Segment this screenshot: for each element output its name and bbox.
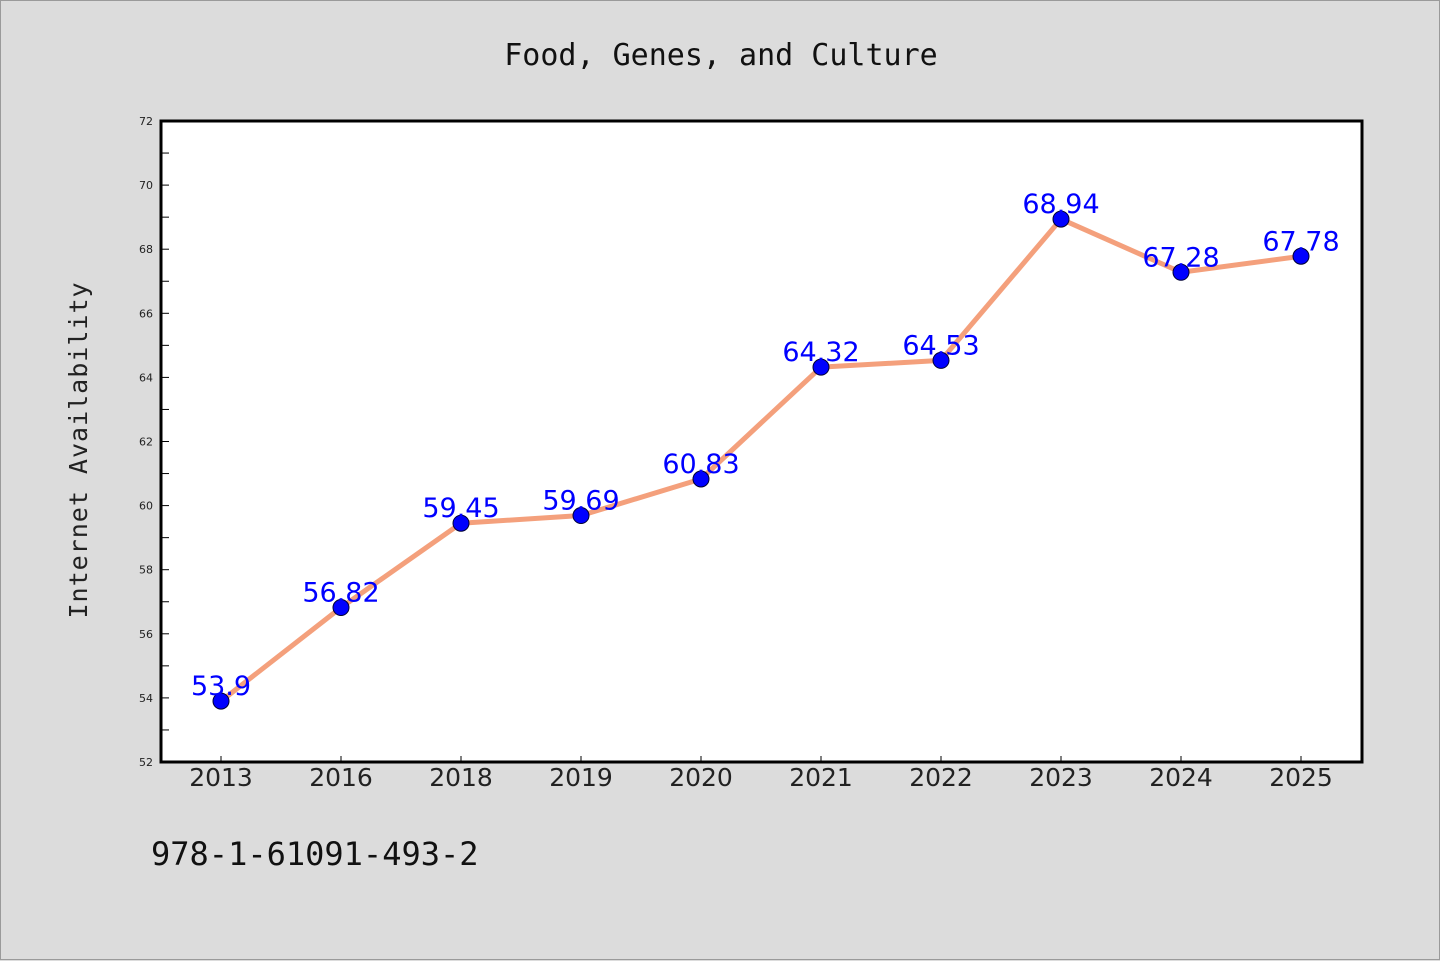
data-point — [212, 692, 230, 710]
y-tick-label: 72 — [139, 115, 153, 128]
data-label: 60.83 — [662, 449, 739, 480]
x-tick-label: 2018 — [429, 763, 493, 792]
y-tick-label: 64 — [139, 371, 153, 384]
x-tick-label: 2021 — [789, 763, 853, 792]
data-point — [932, 351, 950, 369]
y-tick-label: 70 — [139, 179, 153, 192]
data-label: 53.9 — [191, 671, 251, 702]
x-tick-label: 2016 — [309, 763, 373, 792]
data-point — [332, 599, 350, 617]
data-label: 59.45 — [422, 493, 499, 524]
y-tick-label: 54 — [139, 692, 153, 705]
x-tick-label: 2013 — [189, 763, 253, 792]
data-point — [1172, 263, 1190, 281]
data-point — [1292, 247, 1310, 265]
footer-isbn: 978-1-61091-493-2 — [151, 835, 479, 873]
data-label: 64.53 — [902, 330, 979, 361]
x-tick-label: 2025 — [1269, 763, 1333, 792]
data-label: 67.28 — [1142, 242, 1219, 273]
data-point — [1052, 210, 1070, 228]
x-tick-label: 2020 — [669, 763, 733, 792]
data-point — [452, 514, 470, 532]
x-axis: 2013 2016 2018 2019 2020 2021 2022 2023 2024 2025 — [189, 756, 1333, 792]
y-tick-label: 68 — [139, 243, 153, 256]
y-tick-label: 60 — [139, 500, 153, 513]
data-label: 56.82 — [302, 578, 379, 609]
x-tick-label: 2022 — [909, 763, 973, 792]
data-point — [692, 470, 710, 488]
data-label: 59.69 — [542, 486, 619, 517]
y-axis: 52 54 56 58 60 62 64 66 68 70 72 — [139, 115, 169, 769]
y-axis-label: Internet Availability — [64, 281, 93, 618]
y-tick-label: 52 — [139, 756, 153, 769]
x-tick-label: 2024 — [1149, 763, 1213, 792]
data-point — [572, 507, 590, 525]
data-label: 68.94 — [1022, 189, 1099, 220]
y-tick-label: 62 — [139, 436, 153, 449]
y-tick-label: 58 — [139, 564, 153, 577]
plot-area — [159, 119, 1364, 764]
data-label: 64.32 — [782, 337, 859, 368]
y-tick-label: 66 — [139, 307, 153, 320]
y-tick-label: 56 — [139, 628, 153, 641]
data-labels: 53.9 56.82 59.45 59.69 60.83 64.32 64.53 68.94 6… — [191, 189, 1340, 702]
data-label: 67.78 — [1262, 226, 1339, 257]
chart-title: Food, Genes, and Culture — [504, 38, 937, 73]
series-line-group — [212, 210, 1310, 710]
x-tick-label: 2019 — [549, 763, 613, 792]
data-point — [812, 358, 830, 376]
series-line — [219, 216, 1302, 704]
x-tick-label: 2023 — [1029, 763, 1093, 792]
